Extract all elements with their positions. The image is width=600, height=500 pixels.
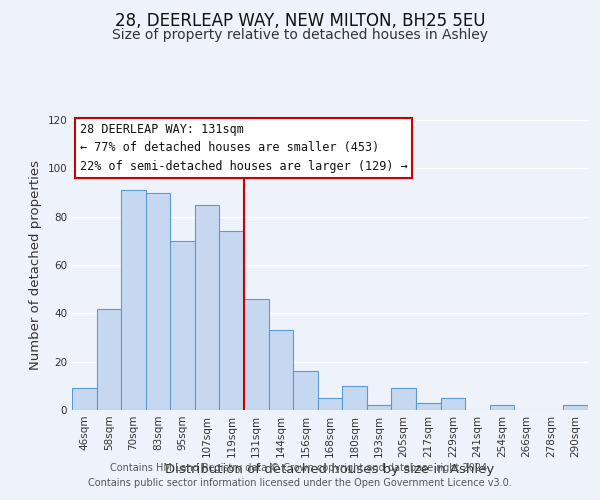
Bar [367, 405, 391, 410]
Bar [440, 398, 465, 410]
Bar [244, 299, 269, 410]
Bar [220, 231, 244, 410]
Y-axis label: Number of detached properties: Number of detached properties [29, 160, 42, 370]
X-axis label: Distribution of detached houses by size in Ashley: Distribution of detached houses by size … [166, 462, 494, 475]
Bar [416, 403, 440, 410]
Bar [490, 405, 514, 410]
Text: Size of property relative to detached houses in Ashley: Size of property relative to detached ho… [112, 28, 488, 42]
Bar [563, 405, 588, 410]
Text: Contains HM Land Registry data © Crown copyright and database right 2024.
Contai: Contains HM Land Registry data © Crown c… [88, 462, 512, 487]
Bar [146, 192, 170, 410]
Bar [269, 330, 293, 410]
Bar [342, 386, 367, 410]
Text: 28 DEERLEAP WAY: 131sqm
← 77% of detached houses are smaller (453)
22% of semi-d: 28 DEERLEAP WAY: 131sqm ← 77% of detache… [80, 123, 407, 173]
Bar [170, 241, 195, 410]
Bar [97, 308, 121, 410]
Bar [72, 388, 97, 410]
Bar [293, 372, 318, 410]
Text: 28, DEERLEAP WAY, NEW MILTON, BH25 5EU: 28, DEERLEAP WAY, NEW MILTON, BH25 5EU [115, 12, 485, 30]
Bar [391, 388, 416, 410]
Bar [318, 398, 342, 410]
Bar [121, 190, 146, 410]
Bar [195, 204, 220, 410]
